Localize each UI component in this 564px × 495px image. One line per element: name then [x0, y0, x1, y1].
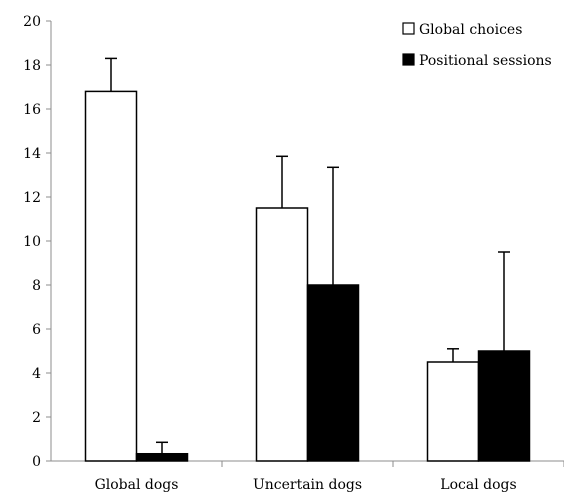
- x-category-label: Local dogs: [440, 477, 516, 493]
- y-tick-label: 16: [23, 102, 41, 118]
- x-category-label: Global dogs: [95, 477, 179, 493]
- y-tick-label: 10: [23, 234, 41, 250]
- bar-global-choices: [255, 207, 309, 462]
- bars: [84, 90, 531, 462]
- y-tick-label: 14: [23, 146, 41, 162]
- error-bars: [105, 57, 510, 454]
- bar-positional-sessions: [306, 284, 360, 462]
- legend-label: Global choices: [419, 22, 522, 38]
- legend-label: Positional sessions: [419, 53, 552, 69]
- y-tick-label: 0: [32, 454, 41, 470]
- x-category-label: Uncertain dogs: [253, 477, 362, 493]
- legend-swatch-positional-sessions: [402, 53, 415, 66]
- bar-positional-sessions: [477, 350, 531, 462]
- y-tick-label: 4: [32, 366, 41, 382]
- y-tick-label: 2: [32, 410, 41, 426]
- bar-global-choices: [426, 361, 480, 462]
- y-tick-label: 18: [23, 58, 41, 74]
- y-tick-label: 8: [32, 278, 41, 294]
- legend: Global choices Positional sessions: [402, 22, 552, 69]
- axes: 0 2 4 6 8 10 12 14 16 18 20 Global dogs Uncertain do…: [23, 14, 564, 493]
- y-tick-label: 20: [23, 14, 41, 30]
- legend-swatch-global-choices: [402, 22, 415, 35]
- y-tick-label: 12: [23, 190, 41, 206]
- bar-global-choices: [84, 90, 138, 462]
- y-tick-label: 6: [32, 322, 41, 338]
- bar-positional-sessions: [135, 452, 189, 462]
